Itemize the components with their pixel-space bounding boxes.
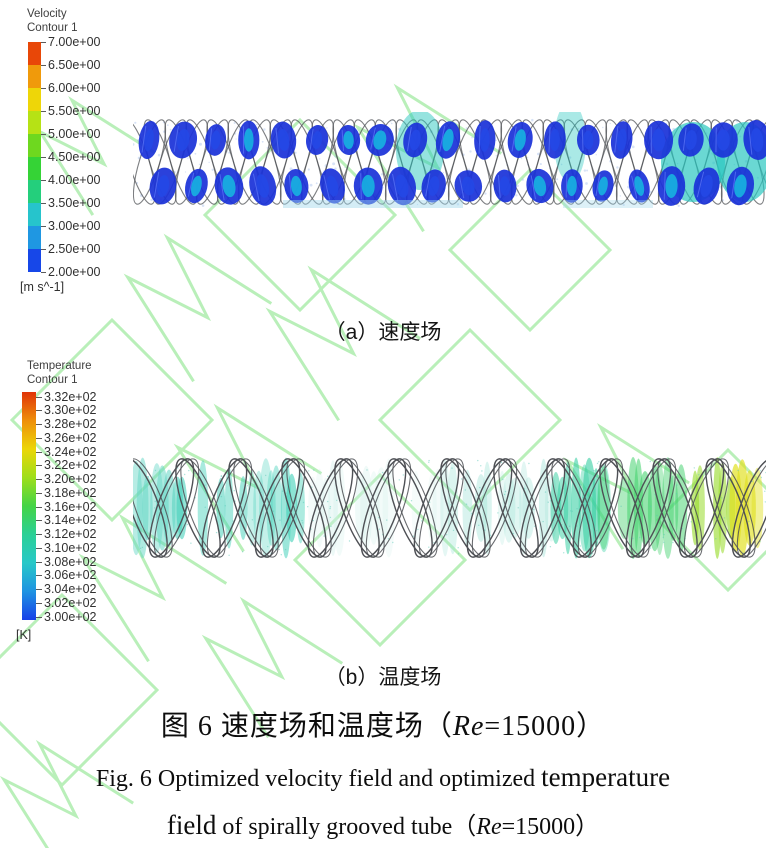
colorbar-tick-label: 2.00e+00 (40, 264, 101, 279)
caption-en-line2-normal: of spirally grooved tube（ (216, 814, 477, 840)
caption-b: （b）温度场 (324, 666, 442, 689)
colorbar-tick-label: 3.20e+02 (35, 472, 97, 486)
velocity-colorbar (28, 42, 41, 272)
colorbar-tick-label: 6.50e+00 (40, 57, 101, 72)
temperature-legend-title: Temperature Contour 1 (27, 360, 92, 388)
colorbar-tick-label: 3.06e+02 (35, 568, 97, 583)
colorbar-tick-label: 2.50e+00 (40, 241, 101, 256)
colorbar-tick-label: 3.22e+02 (35, 458, 97, 473)
figure-caption-zh-prefix: 图 6 速度场和温度场（ (160, 711, 453, 742)
temperature-unit-label: [K] (16, 628, 32, 642)
figure-caption-zh-suffix: =15000） (484, 711, 606, 742)
velocity-unit-label: [m s^-1] (20, 280, 65, 294)
temperature-legend: Temperature Contour 1 3.32e+02 3.30e+02 3.… (16, 360, 151, 650)
velocity-legend-title: Velocity Contour 1 (27, 8, 78, 36)
colorbar-tick-label: 3.08e+02 (35, 554, 97, 569)
temperature-colorbar (22, 392, 36, 620)
colorbar-tick-label: 3.28e+02 (35, 417, 97, 431)
colorbar-tick-label: 4.50e+00 (40, 149, 101, 164)
figure-caption-zh-re: Re (452, 711, 485, 742)
colorbar-tick-label: 3.50e+00 (40, 195, 101, 210)
colorbar-tick-label: 7.00e+00 (40, 34, 101, 49)
colorbar-tick-label: 3.26e+02 (35, 430, 97, 445)
colorbar-tick-label: 5.00e+00 (40, 126, 101, 141)
colorbar-tick-label: 3.32e+02 (35, 389, 97, 404)
velocity-contour-svg (122, 102, 766, 208)
velocity-contour-image (122, 102, 766, 212)
caption-en-suffix: =15000） (501, 814, 600, 840)
temperature-contour-image (122, 450, 766, 568)
colorbar-tick-label: 5.50e+00 (40, 103, 101, 118)
colorbar-tick-label: 3.16e+02 (35, 499, 97, 514)
velocity-legend-title-line2: Contour 1 (27, 21, 78, 34)
caption-en-line2-big: field (166, 810, 217, 840)
temperature-contour-svg (122, 457, 766, 559)
figure-caption-en-line1: Fig. 6 Optimized velocity field and opti… (0, 762, 766, 793)
temperature-legend-title-line1: Temperature (27, 360, 92, 372)
caption-en-line1-big: temperature (541, 762, 671, 792)
colorbar-tick-label: 3.24e+02 (35, 444, 97, 459)
colorbar-tick-label: 3.14e+02 (35, 513, 97, 528)
colorbar-tick-label: 3.30e+02 (35, 403, 97, 418)
velocity-legend-title-line1: Velocity (27, 8, 67, 20)
colorbar-tick-label: 3.00e+02 (35, 609, 97, 624)
caption-en-re: Re (476, 814, 502, 840)
temperature-legend-title-line2: Contour 1 (27, 373, 78, 386)
colorbar-tick-label: 4.00e+00 (40, 172, 101, 187)
figure-caption-en-line2: field of spirally grooved tube（Re=15000） (0, 806, 766, 841)
colorbar-tick-label: 3.12e+02 (35, 527, 97, 541)
caption-en-line1-normal: Fig. 6 Optimized velocity field and opti… (95, 766, 542, 792)
colorbar-tick-label: 3.04e+02 (35, 582, 97, 596)
figure-caption-zh: 图 6 速度场和温度场（Re=15000） (0, 704, 766, 744)
caption-a: （a）速度场 (324, 321, 442, 344)
colorbar-tick-label: 6.00e+00 (40, 80, 101, 95)
colorbar-tick-label: 3.02e+02 (35, 595, 97, 610)
colorbar-tick-label: 3.00e+00 (40, 218, 101, 233)
velocity-legend: Velocity Contour 1 7.00e+00 6.50e+00 6.00e… (18, 8, 143, 308)
colorbar-tick-label: 3.18e+02 (35, 485, 97, 500)
colorbar-tick-label: 3.10e+02 (35, 540, 97, 555)
